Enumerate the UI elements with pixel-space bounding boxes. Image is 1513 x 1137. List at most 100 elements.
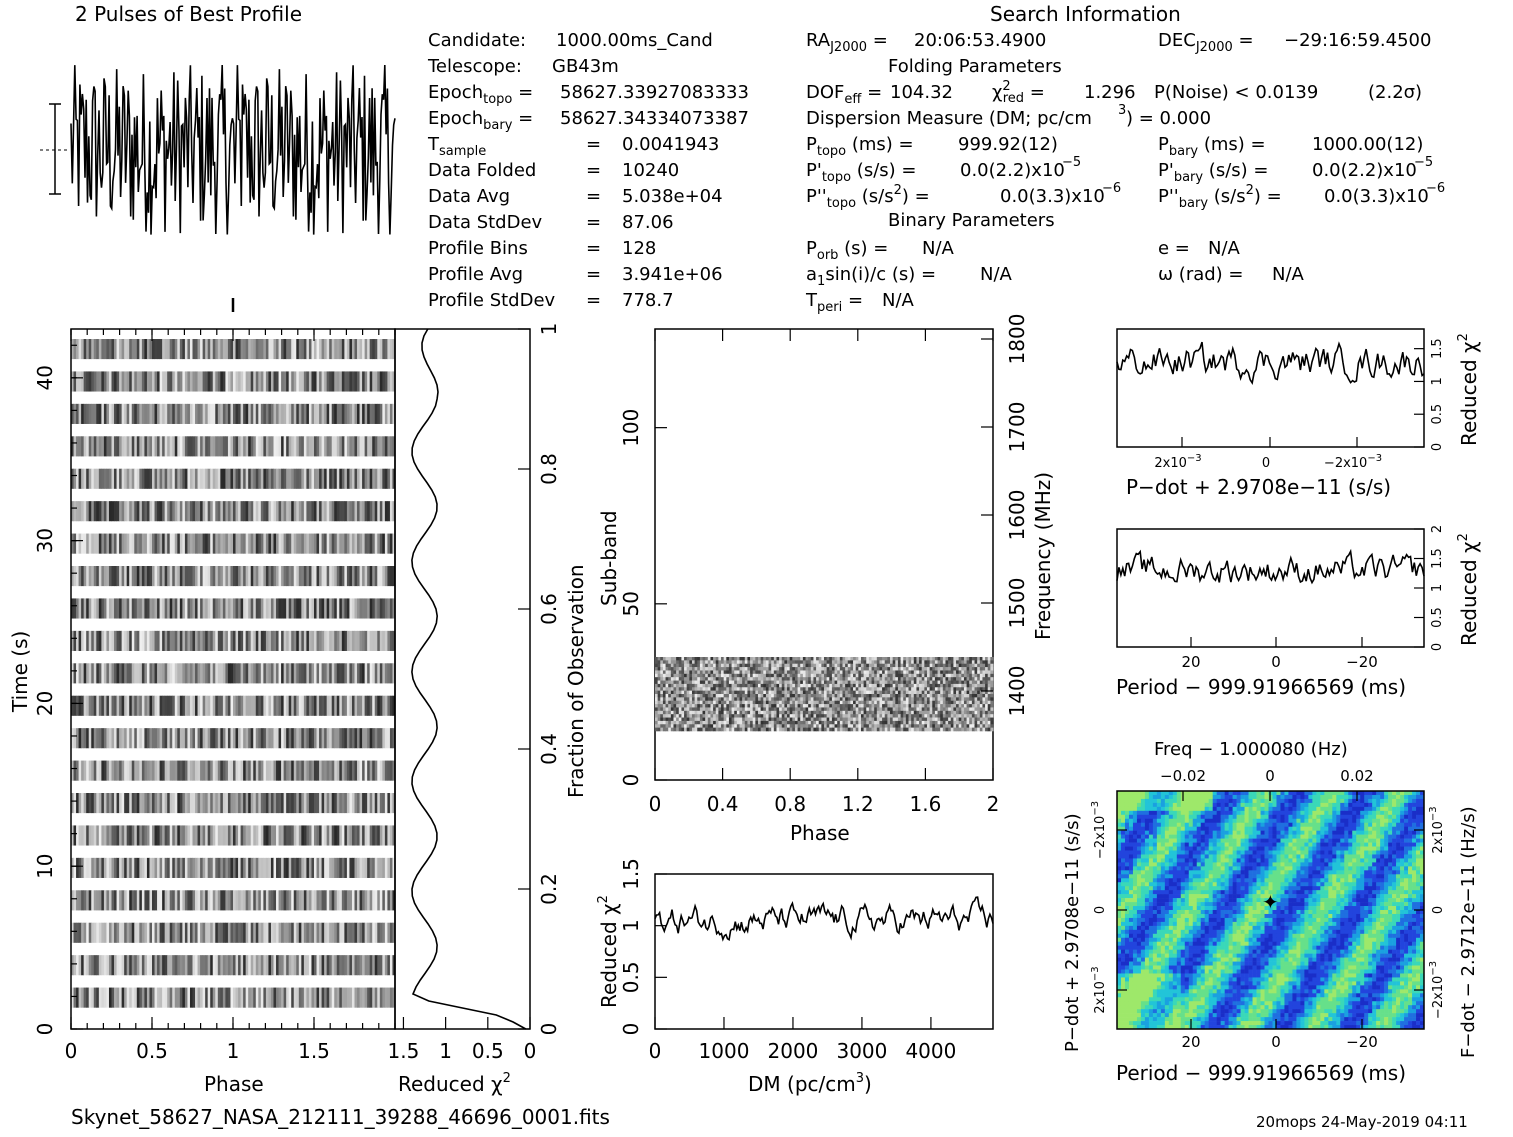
heatmap-cell: [382, 728, 385, 748]
heatmap-cell: [663, 670, 666, 674]
heatmap-cell: [89, 955, 92, 975]
heatmap-cell: [349, 955, 352, 975]
heatmap-cell: [779, 697, 782, 701]
heatmap-cell: [243, 728, 246, 748]
heatmap-cell: [258, 371, 261, 391]
heatmap-cell: [914, 657, 917, 661]
heatmap-cell: [930, 674, 933, 678]
heatmap-cell: [370, 663, 373, 683]
heatmap-cell: [906, 664, 909, 668]
heatmap-cell: [134, 761, 137, 781]
heatmap-cell: [223, 793, 226, 813]
heatmap-cell: [375, 761, 378, 781]
heatmap-cell: [355, 371, 358, 391]
heatmap-cell: [299, 761, 302, 781]
heatmap-cell: [821, 691, 824, 695]
heatmap-cell: [299, 988, 302, 1008]
heatmap-cell: [784, 707, 787, 711]
heatmap-cell: [792, 707, 795, 711]
heatmap-cell: [790, 660, 793, 664]
heatmap-cell: [385, 631, 388, 651]
heatmap-cell: [803, 681, 806, 685]
heatmap-cell: [220, 469, 223, 489]
heatmap-cell: [945, 691, 948, 695]
heatmap-cell: [708, 667, 711, 671]
heatmap-cell: [990, 701, 993, 705]
heatmap-cell: [935, 691, 938, 695]
heatmap-cell: [758, 687, 761, 691]
heatmap-cell: [357, 371, 360, 391]
heatmap-cell: [223, 890, 226, 910]
heatmap-cell: [382, 858, 385, 878]
heatmap-cell: [827, 691, 830, 695]
heatmap-cell: [230, 469, 233, 489]
heatmap-cell: [988, 670, 991, 674]
heatmap-cell: [914, 684, 917, 688]
heatmap-cell: [251, 339, 254, 359]
heatmap-cell: [990, 660, 993, 664]
heatmap-cell: [935, 660, 938, 664]
heatmap-cell: [268, 923, 271, 943]
heatmap-cell: [193, 728, 196, 748]
heatmap-cell: [703, 701, 706, 705]
heatmap-cell: [114, 371, 117, 391]
heatmap-cell: [943, 691, 946, 695]
heatmap-cell: [167, 793, 170, 813]
heatmap-cell: [390, 858, 393, 878]
heatmap-cell: [898, 674, 901, 678]
heatmap-cell: [774, 657, 777, 661]
heatmap-cell: [152, 696, 155, 716]
heatmap-cell: [190, 696, 193, 716]
heatmap-cell: [236, 436, 239, 456]
heatmap-cell: [776, 697, 779, 701]
heatmap-cell: [874, 674, 877, 678]
heatmap-cell: [763, 701, 766, 705]
heatmap-cell: [729, 681, 732, 685]
heatmap-cell: [956, 704, 959, 708]
heatmap-cell: [689, 660, 692, 664]
heatmap-cell: [175, 339, 178, 359]
heatmap-cell: [850, 667, 853, 671]
heatmap-cell: [845, 667, 848, 671]
heatmap-cell: [238, 825, 241, 845]
heatmap-cell: [927, 664, 930, 668]
heatmap-cell: [322, 663, 325, 683]
heatmap-cell: [375, 436, 378, 456]
heatmap-cell: [355, 825, 358, 845]
heatmap-cell: [101, 663, 104, 683]
heatmap-cell: [784, 670, 787, 674]
heatmap-cell: [195, 858, 198, 878]
heatmap-cell: [109, 631, 112, 651]
heatmap-cell: [919, 707, 922, 711]
heatmap-cell: [79, 825, 82, 845]
heatmap-cell: [147, 339, 150, 359]
heatmap-cell: [112, 955, 115, 975]
heatmap-cell: [155, 371, 158, 391]
heatmap-cell: [676, 701, 679, 705]
heatmap-cell: [967, 701, 970, 705]
heatmap-cell: [660, 691, 663, 695]
heatmap-cell: [241, 825, 244, 845]
heatmap-cell: [687, 697, 690, 701]
heatmap-cell: [132, 469, 135, 489]
heatmap-cell: [893, 681, 896, 685]
heatmap-cell: [241, 534, 244, 554]
heatmap-cell: [337, 988, 340, 1008]
heatmap-cell: [286, 436, 289, 456]
heatmap-cell: [155, 339, 158, 359]
heatmap-cell: [911, 694, 914, 698]
heatmap-cell: [827, 660, 830, 664]
heatmap-cell: [276, 339, 279, 359]
heatmap-cell: [848, 704, 851, 708]
heatmap-cell: [180, 566, 183, 586]
heatmap-cell: [357, 339, 360, 359]
heatmap-cell: [872, 687, 875, 691]
heatmap-cell: [975, 684, 978, 688]
heatmap-cell: [964, 697, 967, 701]
heatmap-cell: [758, 707, 761, 711]
heatmap-cell: [676, 684, 679, 688]
heatmap-cell: [124, 696, 127, 716]
heatmap-cell: [951, 697, 954, 701]
heatmap-cell: [377, 793, 380, 813]
heatmap-cell: [193, 793, 196, 813]
